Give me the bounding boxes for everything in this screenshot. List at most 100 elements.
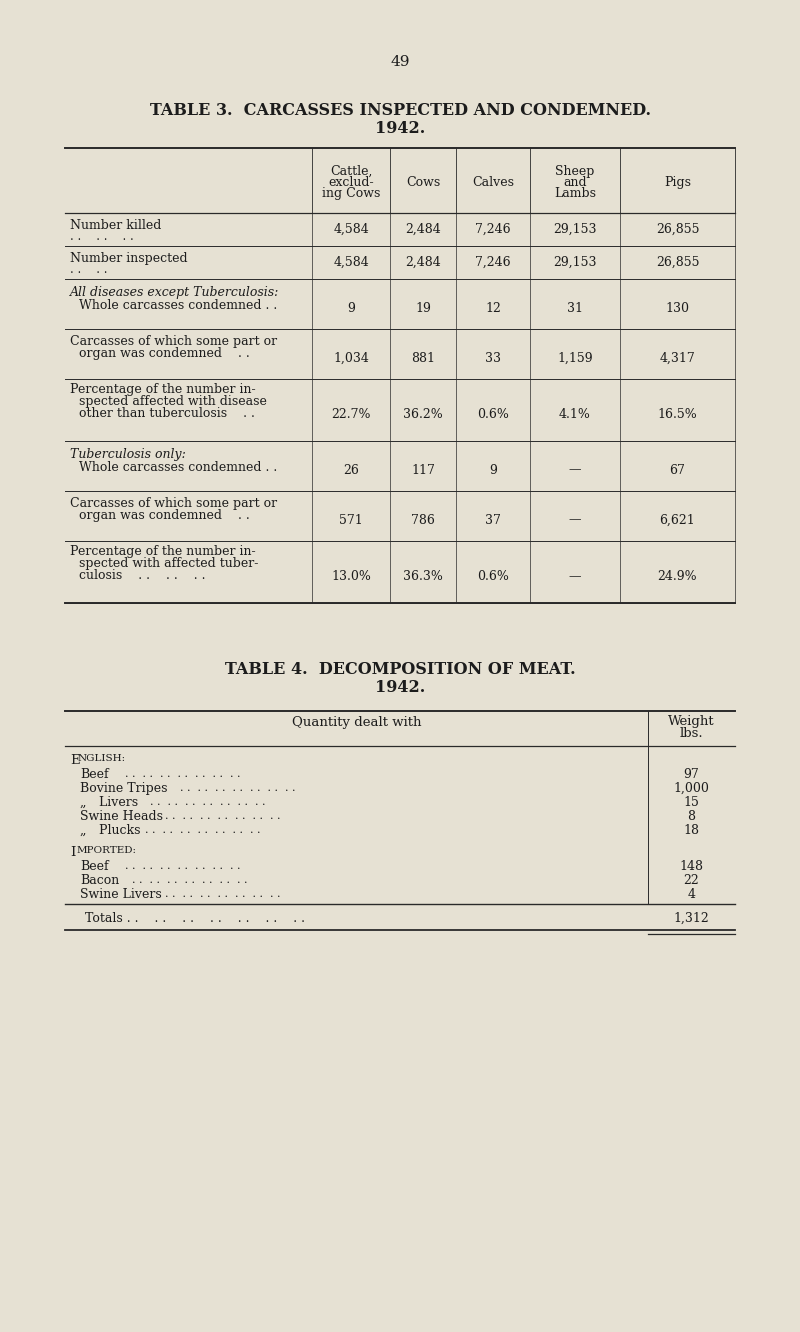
Text: 36.2%: 36.2% (403, 409, 443, 421)
Text: 571: 571 (339, 514, 363, 526)
Text: 33: 33 (485, 352, 501, 365)
Text: 26,855: 26,855 (656, 256, 699, 269)
Text: 7,246: 7,246 (475, 256, 511, 269)
Text: Percentage of the number in-: Percentage of the number in- (70, 384, 256, 396)
Text: —: — (569, 514, 582, 526)
Text: Weight: Weight (668, 715, 715, 729)
Text: Beef: Beef (80, 769, 109, 781)
Text: . .  . .  . .  . .  . .  . .  . .: . . . . . . . . . . . . . . (180, 783, 295, 793)
Text: 49: 49 (390, 55, 410, 69)
Text: 7,246: 7,246 (475, 222, 511, 236)
Text: Cows: Cows (406, 176, 440, 189)
Text: 881: 881 (411, 352, 435, 365)
Text: . .  . .  . .  . .  . .  . .  . .: . . . . . . . . . . . . . . (125, 860, 241, 871)
Text: 26: 26 (343, 464, 359, 477)
Text: TABLE 4.  DECOMPOSITION OF MEAT.: TABLE 4. DECOMPOSITION OF MEAT. (225, 661, 575, 678)
Text: 2,484: 2,484 (405, 256, 441, 269)
Text: 1,312: 1,312 (674, 912, 710, 924)
Text: 1942.: 1942. (375, 120, 425, 137)
Text: Cattle,: Cattle, (330, 165, 372, 178)
Text: culosis    . .    . .    . .: culosis . . . . . . (79, 569, 206, 582)
Text: 1,159: 1,159 (557, 352, 593, 365)
Text: I: I (70, 846, 75, 859)
Text: 2,484: 2,484 (405, 222, 441, 236)
Text: 13.0%: 13.0% (331, 570, 371, 583)
Text: „  Livers: „ Livers (80, 797, 138, 809)
Text: 1,034: 1,034 (333, 352, 369, 365)
Text: . .  . .  . .  . .  . .  . .  . .: . . . . . . . . . . . . . . (145, 825, 261, 835)
Text: 19: 19 (415, 301, 431, 314)
Text: . .    . .    . .: . . . . . . (70, 230, 134, 242)
Text: 6,621: 6,621 (660, 514, 695, 526)
Text: 4,584: 4,584 (333, 222, 369, 236)
Text: 0.6%: 0.6% (477, 409, 509, 421)
Text: 1,000: 1,000 (674, 782, 710, 795)
Text: . .  . .  . .  . .  . .  . .  . .: . . . . . . . . . . . . . . (150, 797, 266, 807)
Text: 12: 12 (485, 301, 501, 314)
Text: spected with affected tuber-: spected with affected tuber- (79, 557, 258, 570)
Text: Number inspected: Number inspected (70, 252, 188, 265)
Text: 16.5%: 16.5% (658, 409, 698, 421)
Text: 0.6%: 0.6% (477, 570, 509, 583)
Text: 22.7%: 22.7% (331, 409, 370, 421)
Text: „  Plucks: „ Plucks (80, 825, 141, 836)
Text: —: — (569, 570, 582, 583)
Text: Percentage of the number in-: Percentage of the number in- (70, 545, 256, 558)
Text: Totals . .    . .    . .    . .    . .    . .    . .: Totals . . . . . . . . . . . . . . (85, 912, 305, 924)
Text: lbs.: lbs. (680, 727, 703, 741)
Text: Whole carcasses condemned . .: Whole carcasses condemned . . (79, 461, 278, 474)
Text: 9: 9 (347, 301, 355, 314)
Text: 97: 97 (684, 769, 699, 781)
Text: Number killed: Number killed (70, 218, 162, 232)
Text: 67: 67 (670, 464, 686, 477)
Text: 31: 31 (567, 301, 583, 314)
Text: . .    . .: . . . . (70, 262, 107, 276)
Text: 15: 15 (683, 797, 699, 809)
Text: Bovine Tripes: Bovine Tripes (80, 782, 167, 795)
Text: Pigs: Pigs (664, 176, 691, 189)
Text: 9: 9 (489, 464, 497, 477)
Text: Sheep: Sheep (555, 165, 594, 178)
Text: E: E (70, 754, 80, 767)
Text: Quantity dealt with: Quantity dealt with (292, 717, 422, 729)
Text: 18: 18 (683, 825, 699, 836)
Text: 130: 130 (666, 301, 690, 314)
Text: 4,317: 4,317 (660, 352, 695, 365)
Text: 148: 148 (679, 860, 703, 872)
Text: Carcasses of which some part or: Carcasses of which some part or (70, 497, 277, 510)
Text: 29,153: 29,153 (554, 256, 597, 269)
Text: 29,153: 29,153 (554, 222, 597, 236)
Text: Calves: Calves (472, 176, 514, 189)
Text: 4,584: 4,584 (333, 256, 369, 269)
Text: 1942.: 1942. (375, 679, 425, 697)
Text: organ was condemned    . .: organ was condemned . . (79, 509, 250, 522)
Text: and: and (563, 176, 587, 189)
Text: ing Cows: ing Cows (322, 186, 380, 200)
Text: Carcasses of which some part or: Carcasses of which some part or (70, 336, 277, 348)
Text: Tuberculosis only:: Tuberculosis only: (70, 448, 186, 461)
Text: . .  . .  . .  . .  . .  . .  . .: . . . . . . . . . . . . . . (165, 811, 281, 821)
Text: Swine Heads: Swine Heads (80, 810, 163, 823)
Text: 22: 22 (684, 874, 699, 887)
Text: 786: 786 (411, 514, 435, 526)
Text: organ was condemned    . .: organ was condemned . . (79, 348, 250, 360)
Text: Beef: Beef (80, 860, 109, 872)
Text: TABLE 3.  CARCASSES INSPECTED AND CONDEMNED.: TABLE 3. CARCASSES INSPECTED AND CONDEMN… (150, 103, 650, 119)
Text: 117: 117 (411, 464, 435, 477)
Text: NGLISH:: NGLISH: (78, 754, 126, 763)
Text: —: — (569, 464, 582, 477)
Text: Lambs: Lambs (554, 186, 596, 200)
Text: . .  . .  . .  . .  . .  . .  . .: . . . . . . . . . . . . . . (165, 888, 281, 899)
Text: Whole carcasses condemned . .: Whole carcasses condemned . . (79, 298, 278, 312)
Text: spected affected with disease: spected affected with disease (79, 396, 267, 408)
Text: All diseases except Tuberculosis:: All diseases except Tuberculosis: (70, 286, 279, 298)
Text: 4: 4 (687, 888, 695, 900)
Text: . .  . .  . .  . .  . .  . .  . .: . . . . . . . . . . . . . . (132, 875, 247, 884)
Text: . .  . .  . .  . .  . .  . .  . .: . . . . . . . . . . . . . . (125, 769, 241, 779)
Text: other than tuberculosis    . .: other than tuberculosis . . (79, 408, 255, 420)
Text: exclud-: exclud- (328, 176, 374, 189)
Text: 8: 8 (687, 810, 695, 823)
Text: MPORTED:: MPORTED: (77, 846, 137, 855)
Text: 24.9%: 24.9% (658, 570, 698, 583)
Text: 36.3%: 36.3% (403, 570, 443, 583)
